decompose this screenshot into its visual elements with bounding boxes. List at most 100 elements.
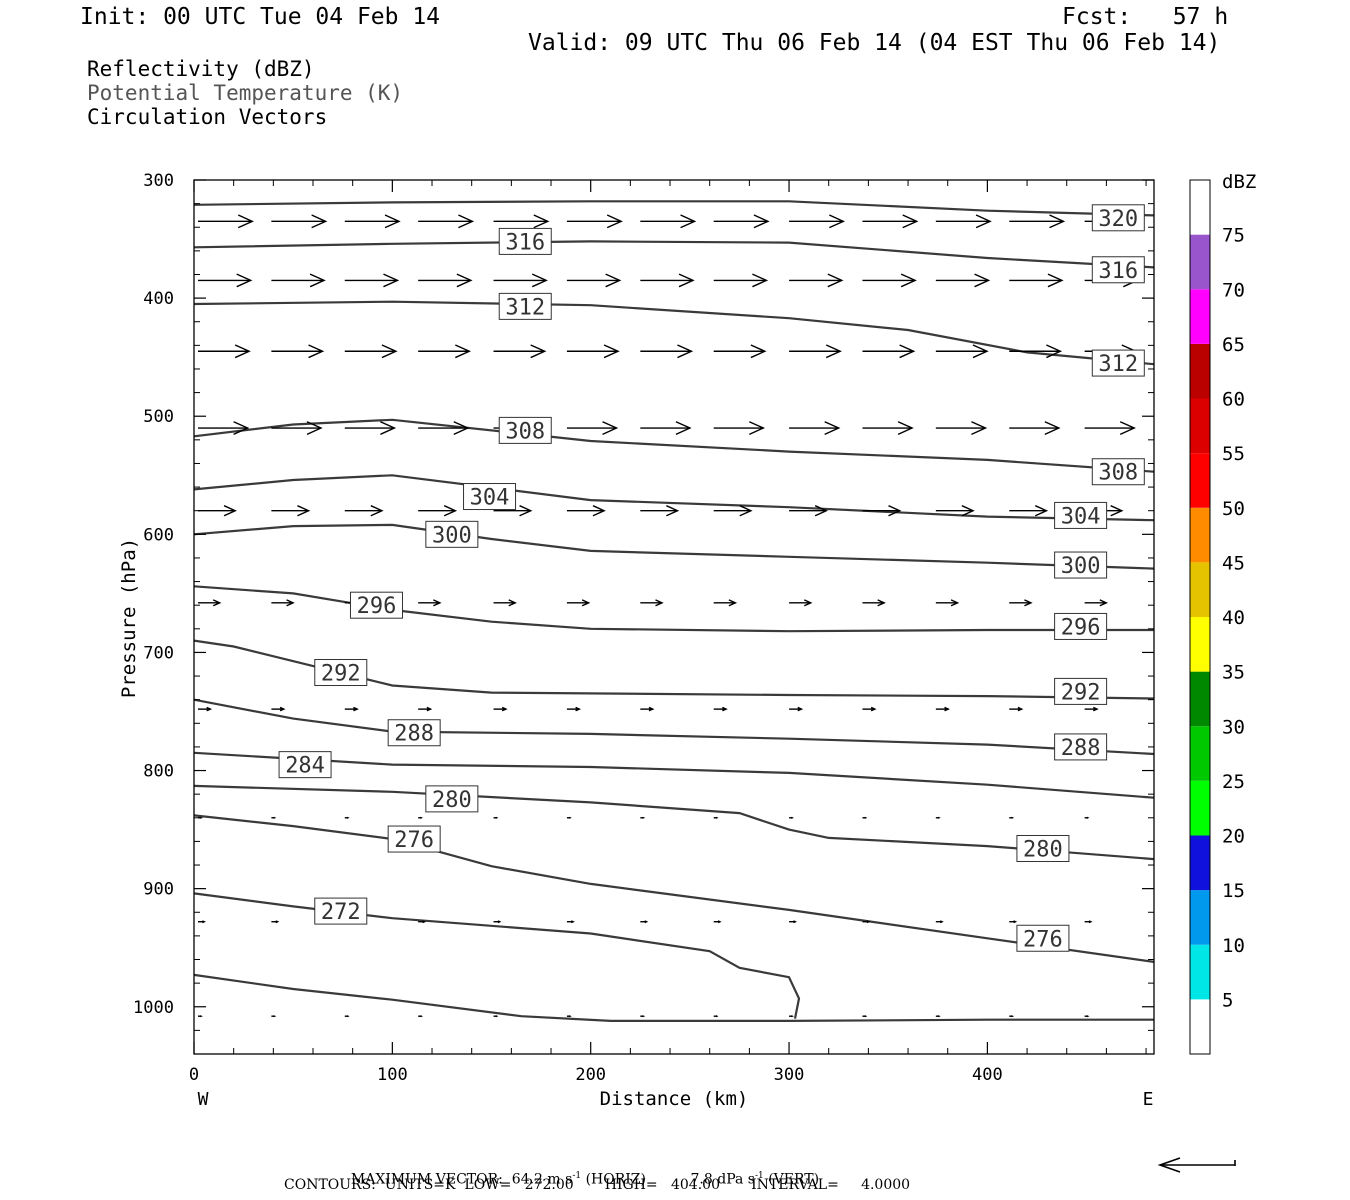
colorbar-swatch — [1190, 617, 1210, 672]
circulation-vector — [344, 706, 359, 712]
circulation-vector — [862, 920, 871, 924]
circulation-vector — [271, 214, 328, 229]
circulation-vector — [935, 344, 989, 359]
x-axis-label: Distance (km) — [600, 1088, 749, 1110]
isentrope-304 — [193, 474, 1155, 522]
max-vector-vert-exponent: -1 — [754, 1171, 764, 1181]
isentrope-label: 308 — [1091, 458, 1145, 486]
circulation-vector — [271, 344, 325, 359]
circulation-vector — [493, 599, 517, 607]
circulation-vector — [566, 214, 623, 229]
colorbar-swatch — [1190, 671, 1210, 727]
colorbar-level-label: 65 — [1222, 334, 1245, 356]
circulation-vector — [493, 214, 550, 229]
circulation-vector — [862, 214, 919, 229]
isentrope-320 — [193, 200, 1155, 217]
isentrope-label: 296 — [1054, 612, 1108, 640]
contour-info: CONTOURS: UNITS=K LOW= 272.00 HIGH= 404.… — [284, 1177, 911, 1193]
isentrope-label: 288 — [387, 719, 441, 747]
circulation-vector — [713, 505, 753, 517]
circulation-vector — [935, 273, 991, 288]
legend-potential-temperature: Potential Temperature (K) — [87, 81, 404, 105]
circulation-vector — [344, 273, 400, 288]
colorbar-frame — [1189, 179, 1211, 1055]
colorbar-level-label: 30 — [1222, 716, 1245, 738]
isentrope-label: 280 — [425, 785, 479, 813]
init-time: Init: 00 UTC Tue 04 Feb 14 — [80, 4, 441, 30]
svg-text:308: 308 — [1098, 461, 1138, 486]
circulation-vector — [1009, 214, 1066, 229]
circulation-vector — [935, 920, 944, 924]
circulation-vector — [713, 214, 770, 229]
max-vector-vert: 7.8 dPa s — [690, 1171, 755, 1188]
svg-text:296: 296 — [357, 594, 397, 619]
svg-text:276: 276 — [394, 828, 434, 853]
circulation-vector — [198, 1015, 203, 1018]
isentrope-label: 304 — [1054, 501, 1108, 529]
isentrope-292 — [193, 639, 1155, 700]
colorbar-level-label: 50 — [1222, 498, 1245, 520]
circulation-vector — [862, 599, 886, 607]
circulation-vector — [271, 505, 311, 517]
circulation-vector — [789, 214, 846, 229]
svg-text:296: 296 — [1061, 615, 1101, 640]
circulation-vector — [271, 1015, 277, 1018]
circulation-vector — [566, 273, 622, 288]
isentrope-labels: 320 316 316 312 312 308 308 304 304 300 300 296 296 2… — [278, 204, 1145, 952]
circulation-vector — [493, 273, 548, 288]
colorbar-swatch — [1190, 835, 1210, 891]
isentrope-label: 312 — [498, 292, 552, 320]
y-tick-label: 900 — [143, 880, 174, 900]
circulation-vector — [862, 1015, 868, 1018]
circulation-vector — [344, 1015, 350, 1018]
isentrope-label: 316 — [498, 227, 552, 255]
circulation-vector — [344, 421, 397, 435]
colorbar-level-label: 70 — [1222, 279, 1245, 301]
circulation-vector — [493, 1015, 499, 1018]
circulation-vector — [713, 920, 722, 924]
x-tick-label: 100 — [377, 1065, 408, 1085]
x-tick-label: 300 — [774, 1065, 805, 1085]
circulation-vector — [1084, 816, 1090, 819]
circulation-vector — [1009, 920, 1018, 924]
circulation-vector — [1009, 344, 1063, 359]
x-left-label: W — [198, 1089, 209, 1110]
circulation-vector — [1084, 1015, 1090, 1018]
circulation-vector — [789, 816, 794, 819]
circulation-vector — [789, 599, 813, 607]
circulation-vector — [198, 421, 250, 435]
circulation-vector — [493, 344, 547, 359]
circulation-vector — [1009, 421, 1061, 435]
circulation-vector — [713, 599, 738, 607]
svg-text:300: 300 — [432, 523, 472, 548]
y-tick-label: 1000 — [133, 998, 174, 1018]
circulation-vector — [1084, 421, 1136, 435]
svg-text:316: 316 — [1098, 259, 1138, 284]
circulation-vector — [1084, 599, 1109, 607]
circulation-vector — [198, 599, 222, 607]
isentrope-276 — [193, 814, 1155, 963]
svg-text:300: 300 — [1061, 554, 1101, 579]
circulation-vector — [566, 421, 619, 435]
circulation-vector — [344, 816, 350, 819]
circulation-vector — [418, 816, 423, 819]
circulation-vector — [418, 1015, 423, 1018]
circulation-vector — [271, 816, 277, 819]
circulation-vector — [566, 599, 591, 607]
circulation-vector — [493, 920, 502, 924]
circulation-vector — [640, 344, 694, 359]
circulation-vector — [271, 920, 280, 924]
max-vector-horiz-tag: (HORIZ) — [585, 1171, 646, 1188]
circulation-vector — [1009, 599, 1033, 607]
colorbar-level-label: 75 — [1222, 225, 1245, 247]
colorbar-level-label: 55 — [1222, 443, 1245, 465]
circulation-vector — [418, 505, 458, 517]
colorbar-swatch — [1190, 180, 1210, 235]
circulation-vector — [789, 421, 841, 435]
circulation-vector — [935, 421, 988, 435]
colorbar-level-label: 10 — [1222, 935, 1245, 957]
circulation-vector — [344, 344, 398, 359]
isentrope-288 — [193, 698, 1155, 756]
circulation-vector — [1084, 706, 1099, 712]
